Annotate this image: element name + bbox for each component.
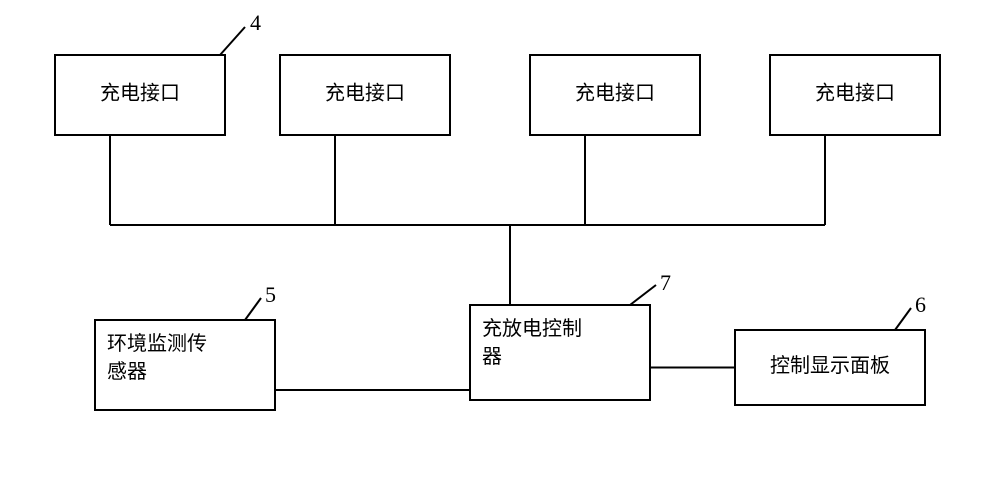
controller-callout: 7 (660, 270, 671, 295)
port3-label: 充电接口 (575, 82, 655, 105)
port4-label: 充电接口 (815, 82, 895, 105)
port1-label: 充电接口 (100, 82, 180, 105)
controller-callout-leader (630, 285, 656, 305)
port2-label: 充电接口 (325, 82, 405, 105)
sensor-label-line2: 感器 (107, 360, 147, 383)
port1-callout: 4 (250, 10, 261, 35)
panel-label: 控制显示面板 (770, 354, 890, 377)
port1-callout-leader (220, 27, 245, 55)
controller-label-line2: 器 (482, 346, 502, 368)
panel-callout-leader (895, 308, 911, 330)
panel-callout: 6 (915, 292, 926, 317)
sensor-callout: 5 (265, 282, 276, 307)
controller-label-line1: 充放电控制 (482, 317, 582, 340)
sensor-label-line1: 环境监测传 (107, 332, 207, 355)
sensor-callout-leader (245, 298, 261, 320)
